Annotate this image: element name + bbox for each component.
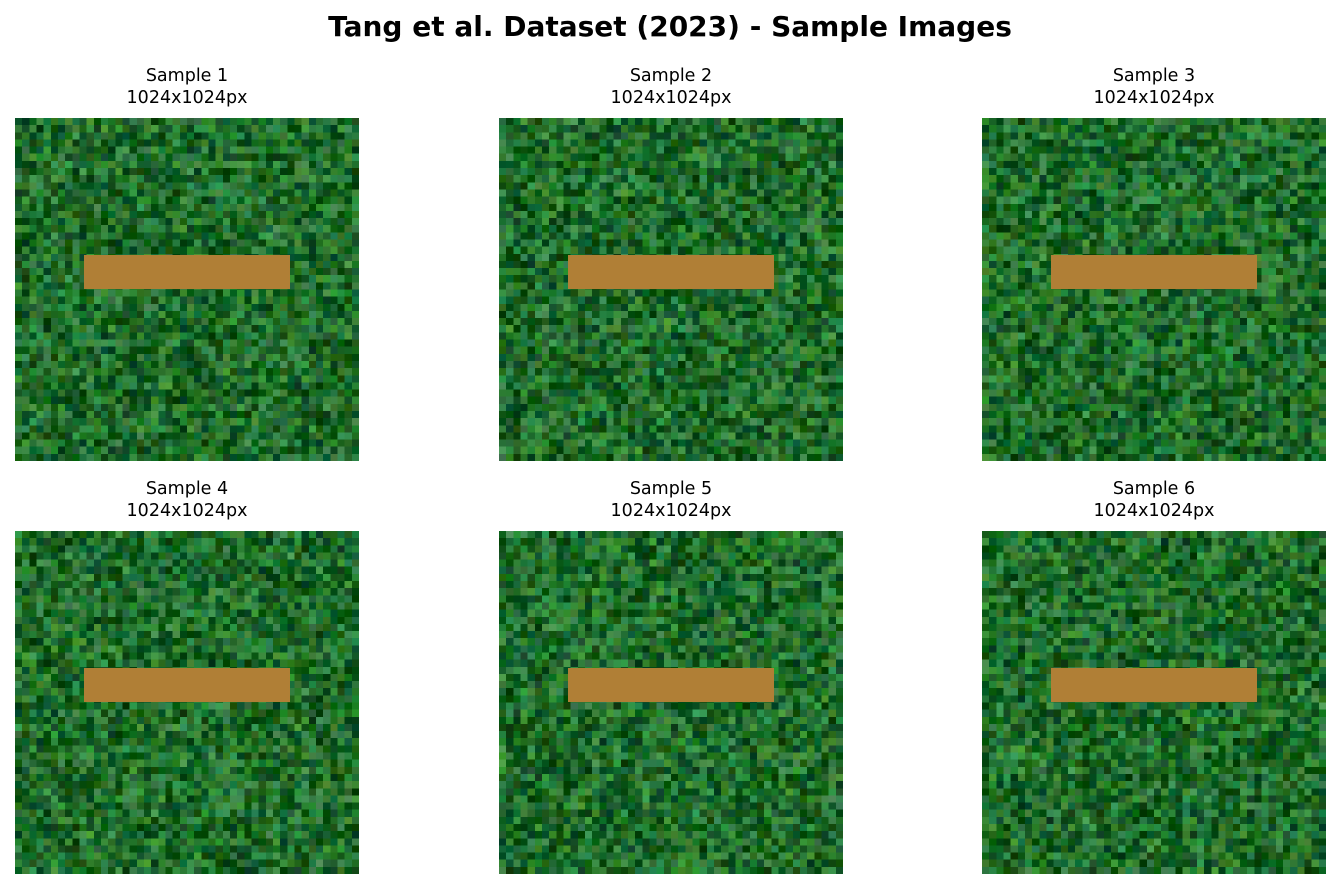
sample-label: Sample 1: [145, 66, 229, 86]
sample-caption: Sample 5 1024x1024px: [499, 478, 843, 522]
sample-size: 1024x1024px: [126, 88, 248, 108]
sample-label: Sample 4: [145, 479, 229, 499]
sample-image: [982, 118, 1326, 461]
sample-caption: Sample 3 1024x1024px: [982, 65, 1326, 109]
brown-bar: [1051, 668, 1257, 702]
sample-size: 1024x1024px: [610, 501, 732, 521]
grass-texture: [499, 118, 843, 461]
sample-panel-1: Sample 1 1024x1024px: [15, 65, 359, 461]
sample-image: [982, 531, 1326, 874]
sample-panel-3: Sample 3 1024x1024px: [982, 65, 1326, 461]
sample-caption: Sample 2 1024x1024px: [499, 65, 843, 109]
sample-image: [499, 531, 843, 874]
sample-image: [499, 118, 843, 461]
grass-texture: [499, 531, 843, 874]
sample-panel-2: Sample 2 1024x1024px: [499, 65, 843, 461]
sample-caption: Sample 6 1024x1024px: [982, 478, 1326, 522]
sample-label: Sample 2: [629, 66, 713, 86]
sample-size: 1024x1024px: [1093, 88, 1215, 108]
brown-bar: [568, 255, 774, 289]
sample-size: 1024x1024px: [1093, 501, 1215, 521]
sample-caption: Sample 4 1024x1024px: [15, 478, 359, 522]
grass-texture: [15, 531, 359, 874]
brown-bar: [568, 668, 774, 702]
sample-label: Sample 5: [629, 479, 713, 499]
sample-size: 1024x1024px: [610, 88, 732, 108]
grass-texture: [982, 531, 1326, 874]
sample-image: [15, 118, 359, 461]
grass-texture: [15, 118, 359, 461]
sample-caption: Sample 1 1024x1024px: [15, 65, 359, 109]
sample-label: Sample 6: [1112, 479, 1196, 499]
brown-bar: [84, 255, 290, 289]
brown-bar: [1051, 255, 1257, 289]
brown-bar: [84, 668, 290, 702]
grass-texture: [982, 118, 1326, 461]
page-title: Tang et al. Dataset (2023) - Sample Imag…: [328, 10, 1012, 43]
sample-size: 1024x1024px: [126, 501, 248, 521]
sample-label: Sample 3: [1112, 66, 1196, 86]
sample-image: [15, 531, 359, 874]
sample-panel-5: Sample 5 1024x1024px: [499, 478, 843, 874]
sample-panel-6: Sample 6 1024x1024px: [982, 478, 1326, 874]
sample-panel-4: Sample 4 1024x1024px: [15, 478, 359, 874]
